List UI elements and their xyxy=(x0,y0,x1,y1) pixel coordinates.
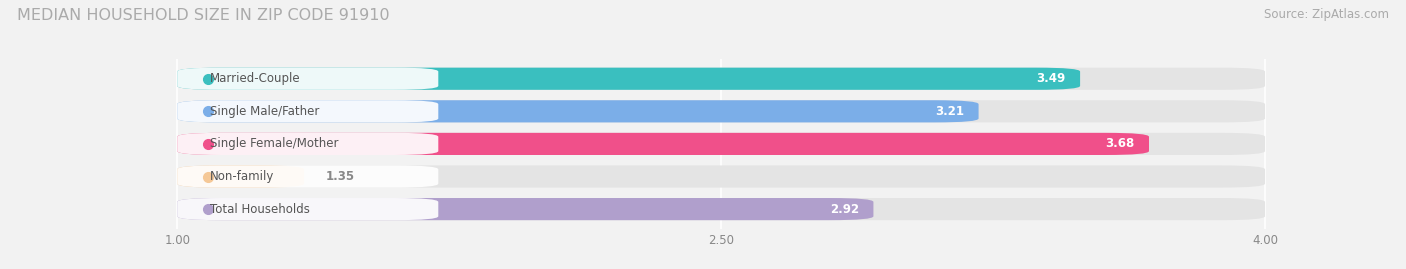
Text: Single Female/Mother: Single Female/Mother xyxy=(209,137,339,150)
Text: 3.68: 3.68 xyxy=(1105,137,1135,150)
FancyBboxPatch shape xyxy=(177,100,1265,122)
FancyBboxPatch shape xyxy=(177,100,979,122)
FancyBboxPatch shape xyxy=(177,133,439,155)
FancyBboxPatch shape xyxy=(177,68,1265,90)
FancyBboxPatch shape xyxy=(177,165,439,187)
Text: Total Households: Total Households xyxy=(209,203,309,215)
FancyBboxPatch shape xyxy=(177,165,1265,187)
Text: 3.21: 3.21 xyxy=(935,105,965,118)
FancyBboxPatch shape xyxy=(177,198,1265,220)
FancyBboxPatch shape xyxy=(177,133,1265,155)
FancyBboxPatch shape xyxy=(177,68,1080,90)
Text: Source: ZipAtlas.com: Source: ZipAtlas.com xyxy=(1264,8,1389,21)
FancyBboxPatch shape xyxy=(177,198,439,220)
Text: 1.35: 1.35 xyxy=(326,170,356,183)
FancyBboxPatch shape xyxy=(177,68,439,90)
Text: 3.49: 3.49 xyxy=(1036,72,1066,85)
FancyBboxPatch shape xyxy=(177,165,304,187)
Text: Single Male/Father: Single Male/Father xyxy=(209,105,319,118)
Text: Non-family: Non-family xyxy=(209,170,274,183)
FancyBboxPatch shape xyxy=(177,100,439,122)
FancyBboxPatch shape xyxy=(177,133,1149,155)
FancyBboxPatch shape xyxy=(177,198,873,220)
Text: 2.92: 2.92 xyxy=(830,203,859,215)
Text: Married-Couple: Married-Couple xyxy=(209,72,301,85)
Text: MEDIAN HOUSEHOLD SIZE IN ZIP CODE 91910: MEDIAN HOUSEHOLD SIZE IN ZIP CODE 91910 xyxy=(17,8,389,23)
